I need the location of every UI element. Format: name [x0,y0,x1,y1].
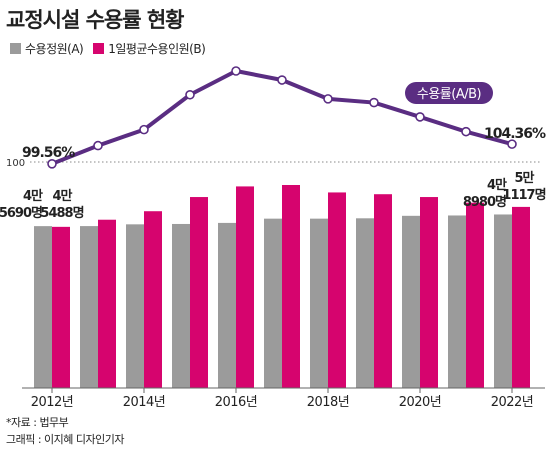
bar-capacity-2013 [80,226,98,388]
rate-label-2022: 104.36% [484,126,546,142]
source-note: *자료 : 법무부 [6,416,69,429]
value-label-capacity-2022-bottom: 8980명 [463,194,506,210]
legend: 수용정원(A) 1일평균수용인원(B) [10,40,215,57]
bar-capacity-2020 [402,215,420,388]
rate-point-2018 [323,94,333,104]
labels-layer: 99.56%104.36%4만5690명4만5488명4만8980명5만1117… [0,126,547,221]
rate-line-badge [405,82,493,104]
x-tick-label-2016: 2016년 [215,395,258,410]
x-tick-label-2022: 2022년 [491,395,534,410]
legend-swatch-inmates [93,43,105,54]
value-label-capacity-2012-top: 4만 [23,188,43,204]
chart-title: 교정시설 수용률 현황 [6,8,185,32]
legend-label-inmates: 1일평균수용인원(B) [108,42,206,56]
bar-inmates-2016 [236,186,254,388]
value-label-inmates-2022-top: 5만 [514,170,534,186]
rate-point-2016 [231,66,241,76]
rate-point-2012 [47,159,57,169]
bar-inmates-2013 [98,219,116,388]
value-label-inmates-2022-bottom: 1117명 [502,187,545,203]
bar-inmates-2022 [512,206,530,388]
bar-inmates-2020 [420,197,438,388]
legend-item-capacity: 수용정원(A) [10,40,84,57]
rate-point-2019 [369,97,379,108]
value-label-capacity-2022-top: 4만 [487,177,507,193]
legend-label-capacity: 수용정원(A) [25,42,84,56]
x-tick-label-2012: 2012년 [31,395,74,410]
bar-capacity-2021 [448,215,466,388]
rate-point-2014 [139,124,149,135]
bar-inmates-2012 [52,226,70,388]
bar-inmates-2019 [374,194,392,388]
legend-item-inmates: 1일평균수용인원(B) [93,40,206,57]
bar-inmates-2017 [282,185,300,388]
bar-capacity-2012 [34,226,52,388]
axis-layer: 2012년 2014년 2016년 2018년 2020년 2022년 100 [6,158,545,410]
x-tick-label-2020: 2020년 [399,395,442,410]
rate-line-layer: 수용률(A/B) [47,66,517,169]
rate-point-2017 [277,75,287,85]
bar-capacity-2018 [310,218,328,388]
bar-inmates-2014 [144,211,162,388]
x-tick-label-2018: 2018년 [307,395,350,410]
rate-point-2020 [415,112,425,122]
bar-capacity-2014 [126,224,144,388]
bars-layer [34,185,530,388]
credit-note: 그래픽 : 이지혜 디자인기자 [6,433,125,446]
bar-capacity-2019 [356,218,374,388]
bar-inmates-2015 [190,197,208,388]
bar-capacity-2015 [172,223,190,388]
x-tick-label-2014: 2014년 [123,395,166,410]
bar-inmates-2021 [466,202,484,388]
bar-capacity-2022 [494,214,512,388]
value-label-capacity-2012-bottom: 5690명 [0,205,42,221]
rate-line-badge-label: 수용률(A/B) [417,87,481,102]
rate-point-2021 [461,126,471,137]
bar-capacity-2017 [264,218,282,388]
rate-label-2012: 99.56% [22,145,75,161]
reference-line-label: 100 [6,158,25,169]
bar-capacity-2016 [218,222,236,388]
rate-point-2015 [185,89,195,100]
rate-point-2022 [507,139,517,149]
bar-inmates-2018 [328,192,346,388]
value-label-inmates-2012-top: 4만 [52,188,72,204]
rate-point-2013 [93,140,103,151]
legend-swatch-capacity [10,43,21,54]
value-label-inmates-2012-bottom: 5488명 [40,205,83,221]
